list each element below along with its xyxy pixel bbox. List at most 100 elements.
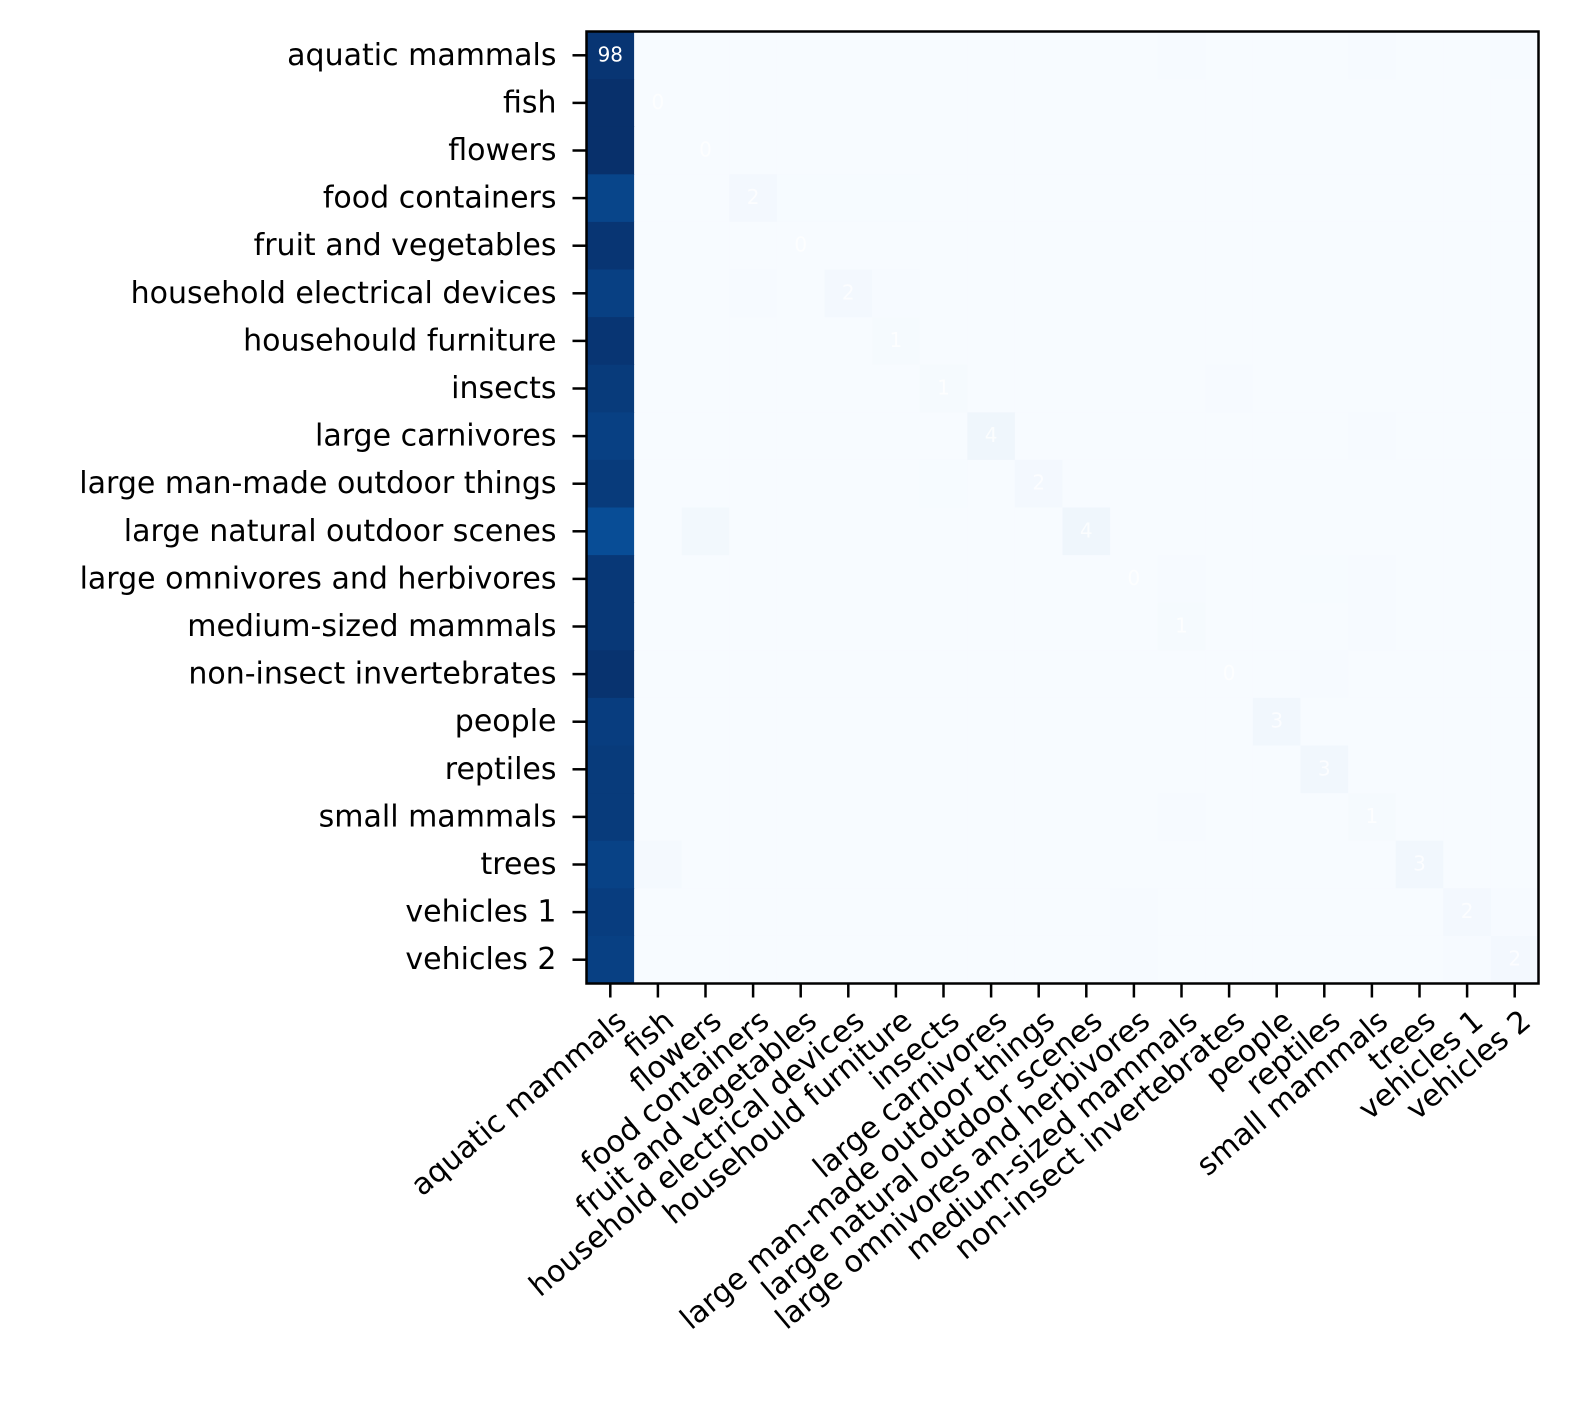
- heatmap-cell-r11-c6: [872, 555, 921, 604]
- heatmap-cell-r15-c5: [824, 745, 873, 794]
- cell-annotation-3: 2: [747, 185, 760, 209]
- y-axis-tick-labels: aquatic mammals fish flowers food container…: [79, 38, 556, 977]
- heatmap-cell-r5-c13: [1205, 269, 1254, 318]
- heatmap-cell-r9-c1: [634, 459, 683, 509]
- heatmap-cell-r17-c18: [1443, 840, 1492, 889]
- heatmap-cell-r10-c11: [1110, 507, 1159, 556]
- heatmap-cell-r15-c8: [967, 745, 1016, 794]
- heatmap-cell-r14-c15: [1300, 697, 1349, 747]
- y-axis-ticks: [572, 54, 587, 961]
- heatmap-cell-r17-c1: [634, 840, 683, 889]
- heatmap-cell-r7-c11: [1110, 364, 1159, 413]
- heatmap-cell-r18-c4: [776, 888, 826, 937]
- heatmap-cell-r1-c15: [1300, 79, 1349, 128]
- heatmap-cell-r4-c11: [1110, 221, 1159, 271]
- heatmap-cell-r10-c12: [1157, 507, 1206, 556]
- heatmap-cell-r7-c16: [1348, 364, 1397, 413]
- y-tick-label-7: insects: [451, 371, 556, 406]
- heatmap-cell-r12-c4: [776, 602, 826, 651]
- heatmap-cell-r18-c6: [872, 888, 921, 937]
- heatmap-cell-r12-c19: [1490, 602, 1540, 651]
- cell-annotation-7: 1: [937, 376, 950, 400]
- heatmap-cell-r9-c4: [776, 459, 826, 509]
- y-tick-label-5: household electrical devices: [131, 276, 557, 311]
- heatmap-cell-r0-c13: [1205, 31, 1254, 80]
- heatmap-cell-r10-c2: [681, 507, 730, 556]
- y-tick-label-6: househould furniture: [243, 323, 556, 358]
- cell-annotation-15: 3: [1318, 756, 1331, 780]
- heatmap-cell-r8-c16: [1348, 412, 1397, 461]
- heatmap-cell-r18-c8: [967, 888, 1016, 937]
- heatmap-cell-r10-c1: [634, 507, 683, 556]
- y-tick-label-4: fruit and vegetables: [254, 228, 557, 263]
- heatmap-cell-r6-c17: [1395, 317, 1444, 366]
- heatmap-cell-r2-c4: [776, 126, 826, 175]
- heatmap-cell-r13-c12: [1157, 650, 1206, 699]
- heatmap-cell-r14-c19: [1490, 697, 1540, 747]
- heatmap-cell-r19-c19: [1490, 935, 1540, 985]
- heatmap-cell-r2-c19: [1490, 126, 1540, 175]
- heatmap-cell-r16-c7: [919, 793, 968, 842]
- heatmap-cell-r9-c11: [1110, 459, 1159, 509]
- heatmap-cell-r3-c11: [1110, 174, 1159, 223]
- heatmap-cell-r18-c1: [634, 888, 683, 937]
- heatmap-cell-r17-c17: [1395, 840, 1444, 889]
- y-tick-label-15: reptiles: [445, 752, 557, 787]
- heatmap-cell-r9-c14: [1252, 459, 1302, 509]
- heatmap-cell-r7-c1: [634, 364, 683, 413]
- heatmap-cell-r14-c10: [1062, 697, 1111, 747]
- heatmap-cell-r4-c6: [872, 221, 921, 271]
- heatmap-cell-r0-c7: [919, 31, 968, 80]
- heatmap-cell-r1-c10: [1062, 79, 1111, 128]
- heatmap-cell-r12-c10: [1062, 602, 1111, 651]
- heatmap-cell-r14-c17: [1395, 697, 1444, 747]
- cell-annotation-12: 1: [1175, 614, 1188, 638]
- heatmap-cell-r4-c16: [1348, 221, 1397, 271]
- heatmap-cell-r0-c11: [1110, 31, 1159, 80]
- heatmap-cell-r4-c17: [1395, 221, 1444, 271]
- heatmap-cell-r7-c0: [586, 364, 635, 413]
- heatmap-cell-r8-c5: [824, 412, 873, 461]
- heatmap-cell-r13-c14: [1252, 650, 1302, 699]
- cell-annotation-5: 2: [842, 280, 855, 304]
- heatmap-cell-r13-c4: [776, 650, 826, 699]
- heatmap-cell-r15-c10: [1062, 745, 1111, 794]
- heatmap-cell-r2-c8: [967, 126, 1016, 175]
- heatmap-cell-r2-c5: [824, 126, 873, 175]
- heatmap-cell-r4-c4: [776, 221, 826, 271]
- heatmap-cell-r12-c18: [1443, 602, 1492, 651]
- heatmap-cell-r19-c8: [967, 935, 1016, 985]
- heatmap-cell-r9-c9: [1014, 459, 1064, 509]
- heatmap-cell-r7-c18: [1443, 364, 1492, 413]
- heatmap-cell-r9-c13: [1205, 459, 1254, 509]
- heatmap-cell-r19-c16: [1348, 935, 1397, 985]
- heatmap-cell-r14-c13: [1205, 697, 1254, 747]
- heatmap-cell-r18-c17: [1395, 888, 1444, 937]
- heatmap-cell-r9-c2: [681, 459, 730, 509]
- heatmap-cell-r9-c0: [586, 459, 635, 509]
- heatmap-cell-r13-c16: [1348, 650, 1397, 699]
- heatmap-cell-r7-c10: [1062, 364, 1111, 413]
- heatmap-cell-r7-c7: [919, 364, 968, 413]
- heatmap-cell-r11-c2: [681, 555, 730, 604]
- heatmap-cell-r18-c0: [586, 888, 635, 937]
- heatmap-cell-r16-c18: [1443, 793, 1492, 842]
- heatmap-cell-r2-c3: [729, 126, 778, 175]
- heatmap-cell-r14-c4: [776, 697, 826, 747]
- heatmap-cell-r16-c17: [1395, 793, 1444, 842]
- plot-frame: [585, 30, 1540, 985]
- heatmap-cell-r8-c1: [634, 412, 683, 461]
- heatmap-cell-r19-c4: [776, 935, 826, 985]
- heatmap-cell-r9-c7: [919, 459, 968, 509]
- heatmap-cell-r17-c2: [681, 840, 730, 889]
- heatmap-cell-r0-c0: [586, 31, 635, 80]
- heatmap-cell-r0-c18: [1443, 31, 1492, 80]
- heatmap-cell-r13-c3: [729, 650, 778, 699]
- y-tick-label-12: medium-sized mammals: [187, 609, 556, 644]
- cell-annotation-1: 0: [652, 90, 665, 114]
- heatmap-cell-r8-c17: [1395, 412, 1444, 461]
- cell-annotation-14: 3: [1270, 709, 1283, 733]
- heatmap-cell-r5-c11: [1110, 269, 1159, 318]
- heatmap-cell-r4-c15: [1300, 221, 1349, 271]
- heatmap-cell-r4-c10: [1062, 221, 1111, 271]
